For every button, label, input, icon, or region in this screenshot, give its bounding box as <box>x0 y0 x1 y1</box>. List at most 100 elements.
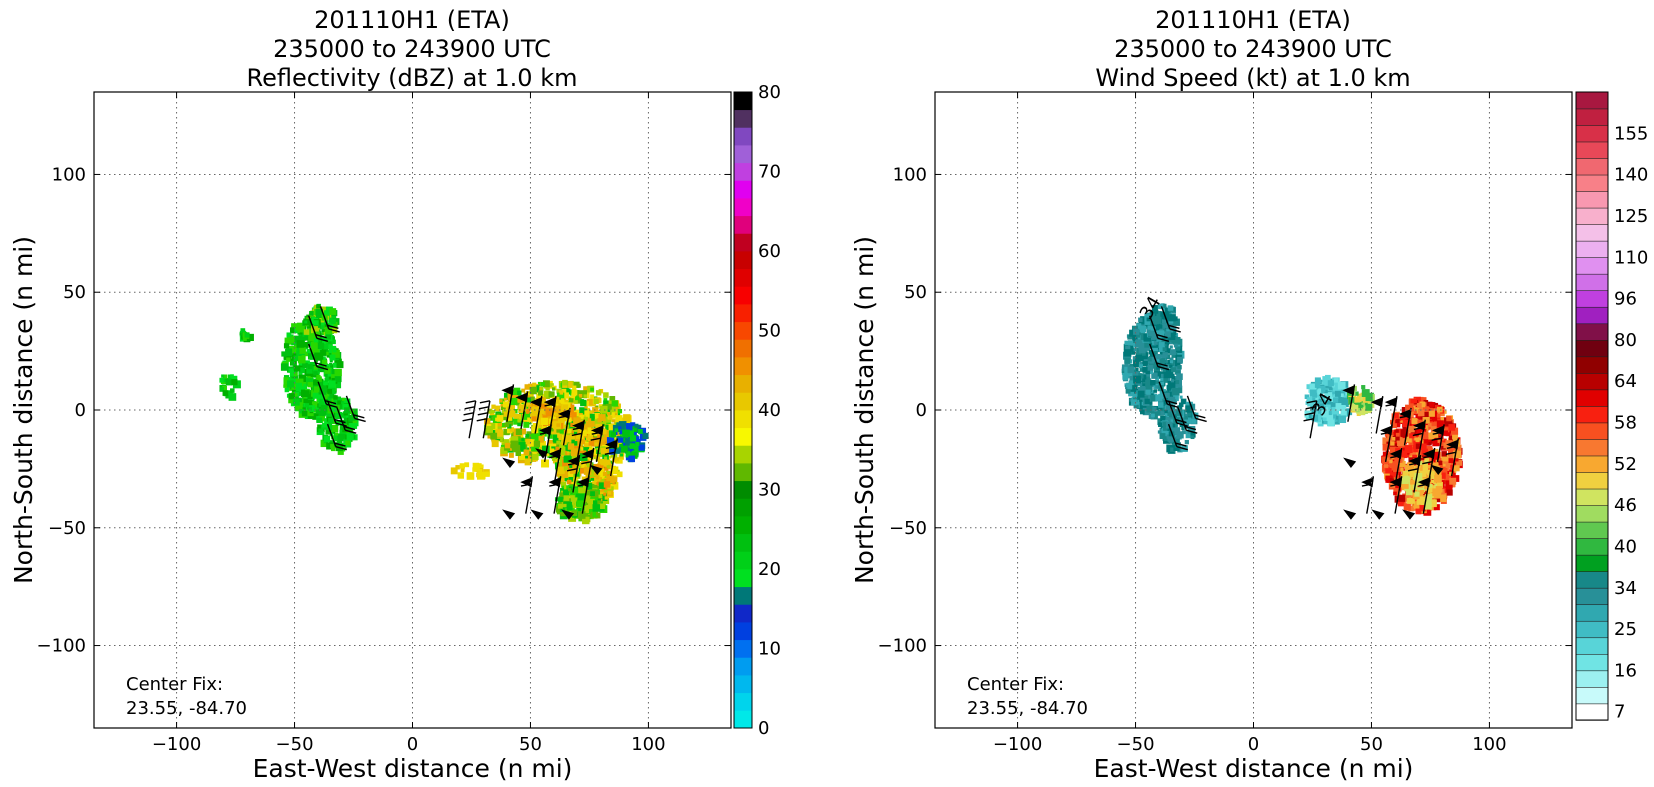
echo-cell <box>310 325 319 334</box>
echo-cell <box>526 397 532 403</box>
echo-cell <box>629 443 636 449</box>
echo-cell <box>1132 371 1140 380</box>
echo-cell <box>622 429 630 438</box>
echo-cell <box>1334 390 1341 397</box>
echo-cell <box>593 398 599 405</box>
wind-barb <box>576 476 590 514</box>
echo-cell <box>606 470 610 475</box>
echo-cell <box>1413 501 1420 508</box>
echo-cell <box>231 375 238 382</box>
echo-cell <box>1447 461 1455 469</box>
echo-cell <box>318 408 326 416</box>
echo-cell <box>560 398 565 402</box>
echo-cell <box>1428 406 1434 412</box>
echo-cell <box>1332 390 1336 394</box>
echo-cell <box>1445 485 1453 493</box>
echo-cell <box>466 472 475 480</box>
echo-cell <box>602 471 608 477</box>
echo-cell <box>330 406 337 413</box>
echo-cell <box>1171 427 1179 435</box>
echo-cell <box>569 433 576 440</box>
echo-cell <box>600 448 607 455</box>
echo-cell <box>538 413 542 418</box>
colorbar-swatch <box>734 321 752 340</box>
echo-cell <box>532 406 540 415</box>
echo-cell <box>595 456 601 462</box>
wind-barb <box>566 454 581 493</box>
echo-cell <box>298 374 307 382</box>
echo-cell <box>1135 339 1142 345</box>
echo-cell <box>329 308 337 315</box>
echo-cell <box>1402 470 1409 478</box>
echo-cell <box>1309 383 1317 391</box>
echo-cell <box>329 359 333 363</box>
echo-cell <box>638 444 645 451</box>
wind-barb <box>326 423 347 451</box>
colorbar-swatch <box>1575 240 1609 258</box>
echo-cell <box>512 389 521 397</box>
echo-cell <box>618 454 624 460</box>
echo-cell <box>317 324 322 328</box>
echo-cell <box>1304 394 1310 399</box>
echo-cell <box>1138 354 1143 359</box>
echo-cell <box>502 401 510 408</box>
echo-cell <box>303 329 310 335</box>
echo-cell <box>306 372 313 380</box>
echo-cell <box>313 320 319 326</box>
echo-cell <box>1313 411 1321 418</box>
echo-cell <box>1445 462 1451 469</box>
echo-cell <box>301 410 308 417</box>
echo-cell <box>1428 483 1433 488</box>
echo-cell <box>1123 349 1132 357</box>
wind-barb <box>501 384 515 422</box>
echo-cell <box>1167 380 1176 389</box>
echo-cell <box>304 320 308 324</box>
echo-cell <box>1403 503 1411 511</box>
echo-cell <box>304 403 309 408</box>
echo-cell <box>1411 429 1418 436</box>
echo-cell <box>536 435 544 443</box>
echo-cell <box>1430 417 1436 424</box>
echo-cell <box>1170 379 1175 383</box>
echo-cell <box>246 333 254 341</box>
echo-cell <box>584 405 588 409</box>
echo-cell <box>320 404 328 412</box>
echo-cell <box>1448 458 1454 464</box>
echo-cell <box>1356 411 1361 417</box>
echo-cell <box>1173 444 1180 451</box>
echo-cell <box>523 449 530 456</box>
echo-cell <box>1408 505 1414 512</box>
echo-cell <box>346 425 353 433</box>
echo-cell <box>1414 472 1423 481</box>
echo-cell <box>1155 353 1161 360</box>
echo-cell <box>1434 415 1439 420</box>
echo-cell <box>1150 309 1157 316</box>
colorbar-swatch <box>1575 356 1609 374</box>
echo-cell <box>1321 395 1326 399</box>
colorbar-swatch <box>1575 620 1609 639</box>
echo-cell <box>566 479 572 485</box>
echo-cell <box>1414 491 1420 497</box>
echo-cell <box>295 402 303 411</box>
echo-cell <box>517 420 523 427</box>
echo-cell <box>1410 479 1415 485</box>
echo-cell <box>608 415 613 420</box>
echo-cell <box>459 463 465 469</box>
y-tick-label: −100 <box>878 636 927 657</box>
echo-cell <box>631 426 638 432</box>
echo-cell <box>301 362 306 366</box>
echo-cell <box>1306 384 1312 390</box>
echo-cell <box>1453 465 1460 472</box>
echo-cell <box>526 431 534 439</box>
echo-cell <box>1164 415 1172 424</box>
echo-cell <box>306 348 312 354</box>
colorbar-swatch <box>1575 339 1609 358</box>
echo-cell <box>625 423 632 429</box>
echo-cell <box>1188 412 1196 421</box>
echo-cell <box>610 406 616 413</box>
echo-cell <box>1415 443 1422 449</box>
echo-cell <box>314 352 323 361</box>
echo-cell <box>312 413 319 420</box>
echo-cell <box>1452 433 1459 440</box>
echo-cell <box>1155 394 1163 402</box>
